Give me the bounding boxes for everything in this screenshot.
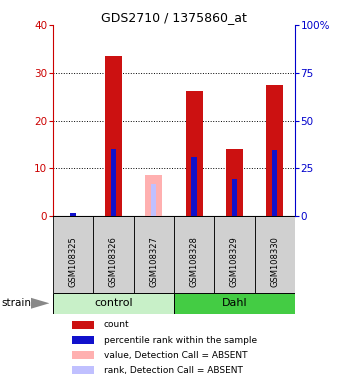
Text: GSM108326: GSM108326 — [109, 236, 118, 287]
Bar — [145, 175, 162, 216]
Text: GSM108329: GSM108329 — [230, 236, 239, 287]
Text: GSM108325: GSM108325 — [69, 236, 77, 287]
Text: control: control — [94, 298, 133, 308]
Bar — [111, 149, 116, 216]
Bar — [174, 293, 295, 314]
Bar — [72, 366, 94, 374]
Text: value, Detection Call = ABSENT: value, Detection Call = ABSENT — [104, 351, 247, 359]
Text: GSM108327: GSM108327 — [149, 236, 158, 287]
Bar — [214, 216, 255, 293]
Text: Dahl: Dahl — [222, 298, 247, 308]
Polygon shape — [31, 298, 49, 309]
Title: GDS2710 / 1375860_at: GDS2710 / 1375860_at — [101, 11, 247, 24]
Bar — [151, 184, 157, 216]
Bar — [255, 216, 295, 293]
Bar — [232, 179, 237, 216]
Bar — [93, 216, 134, 293]
Text: GSM108330: GSM108330 — [270, 236, 279, 287]
Bar — [134, 216, 174, 293]
Bar — [72, 321, 94, 329]
Bar — [72, 336, 94, 344]
Text: rank, Detection Call = ABSENT: rank, Detection Call = ABSENT — [104, 366, 242, 374]
Bar — [105, 56, 122, 216]
Bar — [191, 157, 197, 216]
Bar — [186, 91, 203, 216]
Bar — [266, 85, 283, 216]
Text: percentile rank within the sample: percentile rank within the sample — [104, 336, 257, 344]
Text: strain: strain — [2, 298, 32, 308]
Bar — [53, 293, 174, 314]
Bar — [226, 149, 243, 216]
Bar — [272, 150, 278, 216]
Text: count: count — [104, 321, 129, 329]
Bar — [72, 351, 94, 359]
Bar — [174, 216, 214, 293]
Text: GSM108328: GSM108328 — [190, 236, 198, 287]
Bar — [70, 213, 76, 216]
Bar — [53, 216, 93, 293]
